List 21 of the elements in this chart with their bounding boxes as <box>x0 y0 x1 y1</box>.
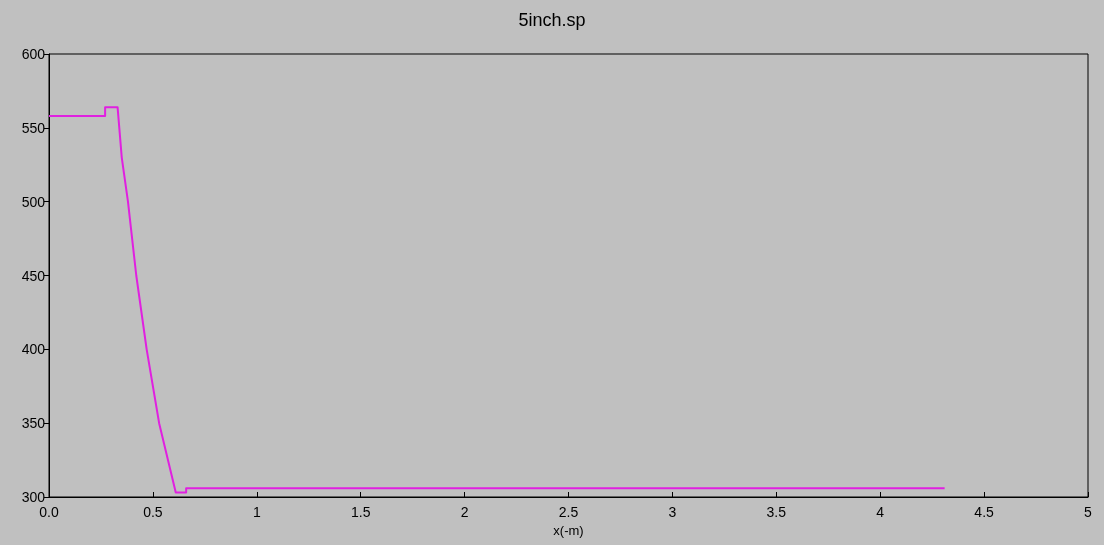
x-tick-label: 1.5 <box>350 504 371 520</box>
x-tick-label: 1 <box>252 504 261 520</box>
y-tick-label: 600 <box>21 46 46 62</box>
y-tick-label: 500 <box>21 193 46 210</box>
y-tick-label: 350 <box>21 415 46 432</box>
x-tick-label: 2.5 <box>558 504 579 520</box>
chart-title: 5inch.sp <box>518 10 586 30</box>
x-tick-label: 0.5 <box>143 504 163 520</box>
y-tick-label: 550 <box>21 119 46 136</box>
x-tick-label: 3 <box>668 504 677 520</box>
y-tick-label: 300 <box>21 489 46 505</box>
x-tick-label: 0.0 <box>39 504 59 520</box>
x-tick-label: 4.5 <box>974 504 995 520</box>
line-series <box>48 106 946 494</box>
y-tick-label: 400 <box>21 341 46 358</box>
x-tick-label: 3.5 <box>766 504 787 520</box>
x-axis-title: x(-m) <box>553 522 584 538</box>
x-tick-label: 5 <box>1084 504 1093 520</box>
x-tick-label: 2 <box>460 504 469 520</box>
x-tick-label: 4 <box>876 504 885 520</box>
y-tick-label: 450 <box>21 267 46 284</box>
